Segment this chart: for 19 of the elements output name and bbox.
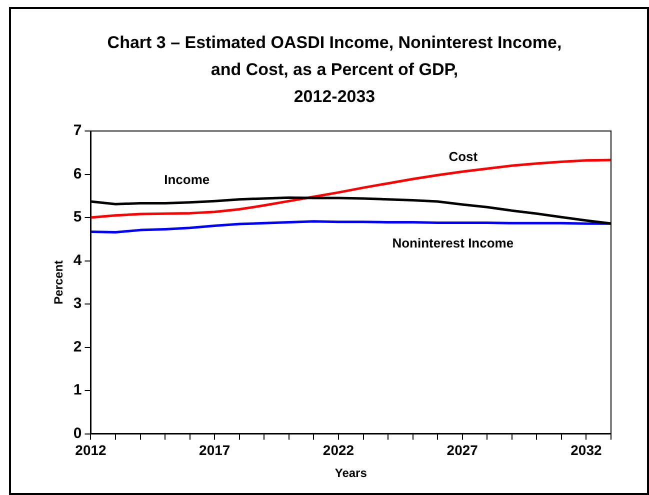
y-tick-label: 2 — [73, 338, 82, 356]
x-tick-label: 2012 — [75, 442, 107, 458]
y-tick-label: 7 — [73, 122, 82, 140]
x-tick-label: 2027 — [446, 442, 478, 458]
series-label: Income — [164, 172, 210, 187]
chart-title: Chart 3 – Estimated OASDI Income, Noninterest Income, and Cost, as a Percent of GDP, 2012-2033 — [106, 32, 563, 108]
y-tick-label: 5 — [73, 208, 82, 226]
series-label: Noninterest Income — [392, 236, 514, 251]
x-tick-label: 2017 — [199, 442, 230, 458]
y-tick-label: 4 — [73, 252, 82, 269]
y-tick-label: 6 — [73, 165, 82, 182]
y-tick-label: 3 — [73, 295, 82, 312]
x-axis-title: Years — [334, 466, 368, 480]
y-axis-title: Percent — [52, 260, 66, 304]
x-tick-label: 2032 — [570, 442, 602, 458]
x-tick-label: 2022 — [322, 442, 354, 458]
y-tick-label: 0 — [73, 424, 82, 442]
series-label: Cost — [448, 149, 478, 164]
y-tick-label: 1 — [73, 382, 82, 399]
